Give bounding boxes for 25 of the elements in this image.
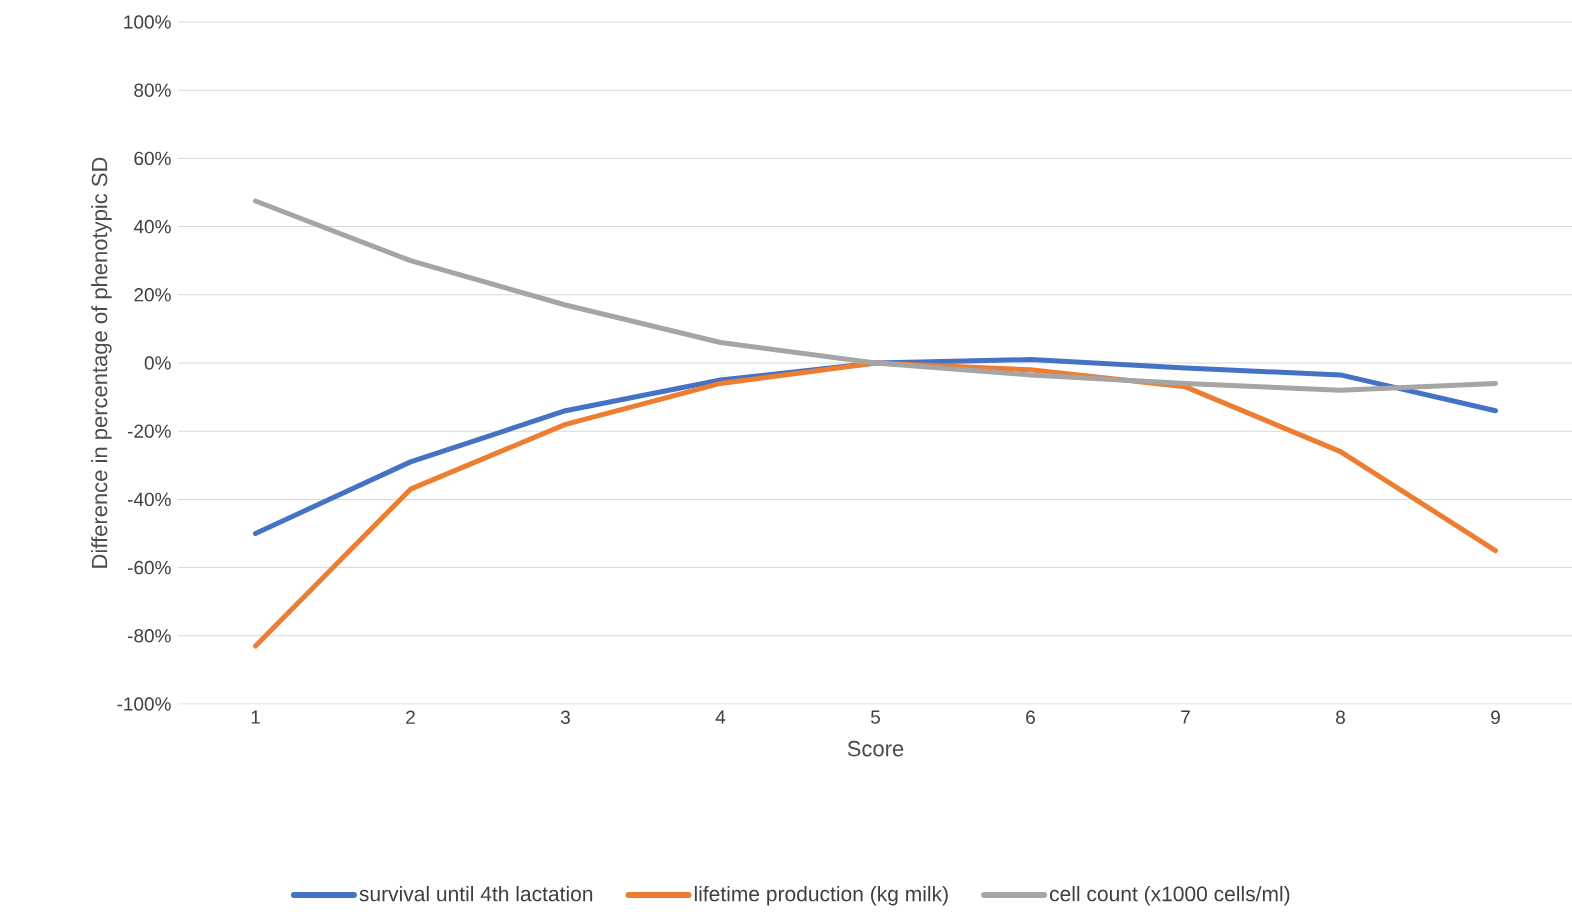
y-axis-title: Difference in percentage of phenotypic SD	[91, 157, 112, 568]
y-tick-label: 80%	[134, 83, 171, 97]
x-tick-label: 7	[1181, 710, 1190, 724]
x-tick-label: 8	[1336, 710, 1345, 724]
y-tick-label: 40%	[133, 219, 171, 234]
y-tick-label: 20%	[134, 288, 171, 302]
y-tick-label: 0%	[144, 356, 171, 370]
y-tick-label: -40%	[127, 492, 171, 507]
x-tick-label: 4	[715, 710, 726, 724]
y-tick-label: 100%	[124, 15, 171, 29]
x-tick-label: 9	[1491, 710, 1500, 724]
y-tick-label: -60%	[127, 560, 171, 575]
legend-label: lifetime production (kg milk)	[694, 885, 948, 906]
x-tick-label: 1	[251, 710, 260, 724]
x-tick-label: 5	[870, 710, 880, 724]
x-tick-label: 2	[406, 710, 415, 724]
x-axis-title: Score	[847, 740, 904, 757]
y-tick-label: -100%	[117, 697, 171, 711]
x-tick-label: 3	[560, 710, 570, 724]
y-tick-label: 60%	[134, 151, 171, 166]
legend-label: survival until 4th lactation	[359, 885, 593, 902]
x-tick-label: 6	[1026, 710, 1035, 724]
legend-label: cell count (x1000 cells/ml)	[1049, 885, 1290, 906]
y-tick-label: -20%	[127, 424, 171, 438]
y-tick-label: -80%	[127, 629, 171, 643]
